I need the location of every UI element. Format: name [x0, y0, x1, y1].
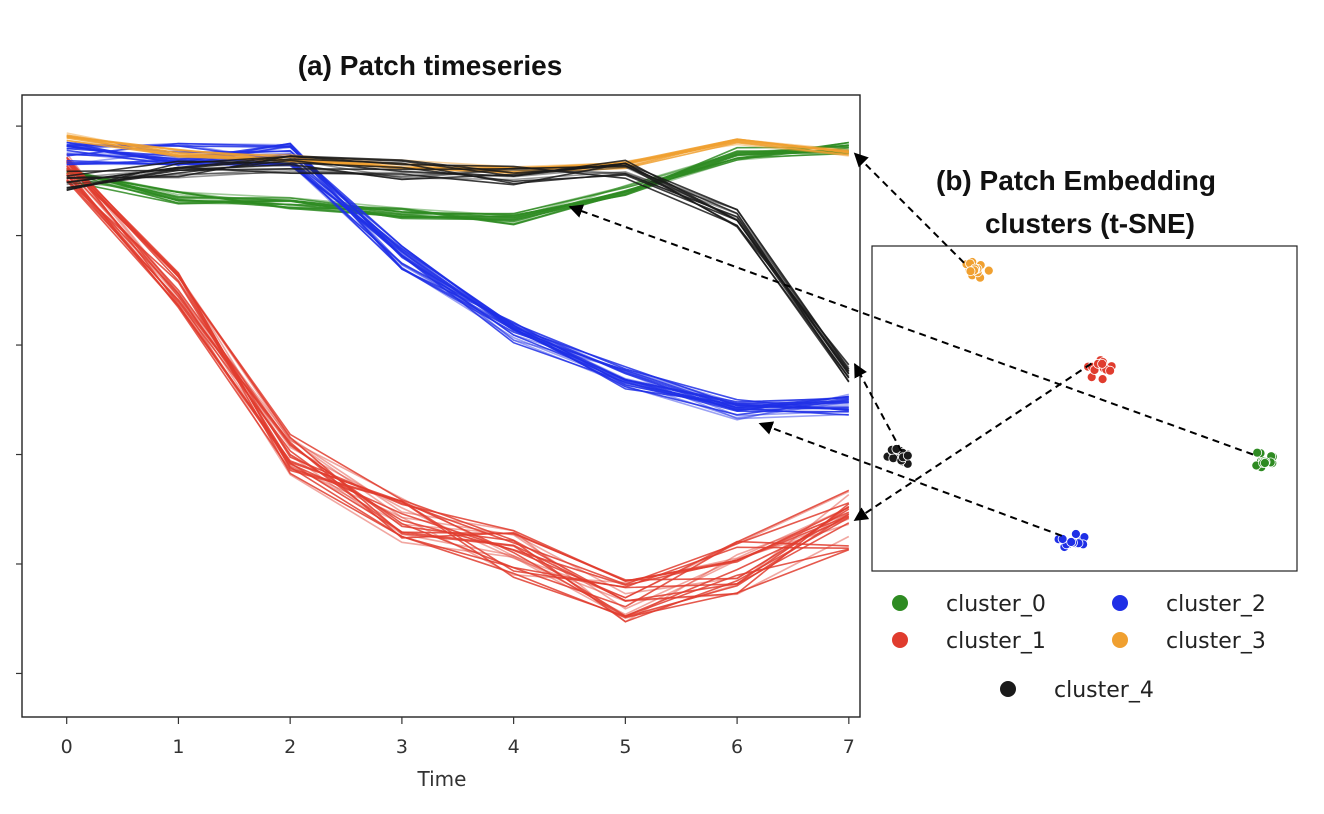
series-line-cluster_2	[66, 141, 849, 412]
series-line-cluster_4	[66, 162, 850, 379]
series-line-cluster_2	[66, 141, 849, 416]
line-chart-frame	[21, 94, 861, 718]
x-tick-label: 5	[619, 736, 631, 758]
scatter-point	[902, 450, 913, 461]
legend-label-cluster_1: cluster_1	[946, 629, 1046, 654]
series-line-cluster_2	[66, 143, 849, 411]
series-line-cluster_0	[66, 144, 849, 225]
series-cluster_1	[66, 153, 850, 623]
scatter-point	[1097, 374, 1108, 385]
series-line-cluster_1	[66, 158, 850, 623]
line-chart-ticks: 0 1 2 3 4 5 6 7	[16, 125, 855, 758]
series-cluster_4	[66, 155, 850, 383]
series-cluster_0	[66, 141, 849, 226]
scatter-point	[888, 453, 899, 464]
series-line-cluster_3	[66, 134, 849, 168]
series-line-cluster_0	[66, 144, 849, 219]
x-tick-label: 0	[61, 736, 73, 758]
series-line-cluster_1	[66, 172, 850, 581]
x-tick-label: 3	[396, 736, 408, 758]
line-chart-title: (a) Patch timeseries	[298, 50, 563, 81]
legend-marker-cluster_0	[892, 595, 908, 611]
legend-marker-cluster_4	[1000, 681, 1016, 697]
arrow-cluster_1	[853, 362, 1093, 522]
legend-marker-cluster_1	[892, 632, 908, 648]
series-line-cluster_1	[66, 169, 849, 588]
series-line-cluster_1	[66, 167, 850, 623]
legend: cluster_0 cluster_1 cluster_2 cluster_3clus…	[892, 592, 1266, 703]
x-tick-label: 6	[731, 736, 743, 758]
x-tick-label: 4	[508, 736, 520, 758]
scatter-point	[965, 266, 976, 277]
scatter-title-line-1: (b) Patch Embedding	[936, 165, 1216, 196]
series-line-cluster_2	[66, 142, 849, 403]
series-line-cluster_4	[66, 155, 850, 366]
series-line-cluster_2	[66, 145, 849, 416]
series-line-cluster_1	[66, 157, 849, 618]
legend-label-cluster_4: cluster_4	[1054, 678, 1154, 703]
arrow-cluster_4	[853, 362, 903, 452]
scatter-point	[1105, 365, 1115, 376]
scatter-cluster-cluster_2	[1053, 529, 1090, 552]
x-tick-label: 1	[172, 736, 184, 758]
x-axis-label: Time	[417, 767, 467, 791]
series-line-cluster_1	[66, 179, 850, 602]
series-line-cluster_4	[66, 167, 850, 373]
scatter-point	[1066, 537, 1077, 547]
series-line-cluster_4	[66, 155, 850, 382]
series-line-cluster_1	[66, 168, 850, 610]
series-line-cluster_2	[66, 142, 849, 405]
legend-label-cluster_0: cluster_0	[946, 592, 1046, 617]
cluster-arrows	[568, 152, 1254, 537]
series-line-cluster_1	[66, 178, 850, 582]
scatter-point	[1260, 458, 1270, 468]
scatter-cluster-cluster_4	[882, 444, 913, 469]
series-line-cluster_1	[66, 164, 850, 617]
series-line-cluster_2	[66, 149, 849, 409]
legend-label-cluster_2: cluster_2	[1166, 592, 1266, 617]
series-line-cluster_2	[66, 142, 849, 409]
scatter-point	[1252, 447, 1263, 458]
arrow-cluster_0	[568, 204, 1254, 456]
series-line-cluster_4	[66, 155, 850, 370]
series-line-cluster_2	[66, 147, 849, 407]
series-line-cluster_1	[66, 165, 850, 589]
scatter-point	[1071, 529, 1081, 539]
scatter-cluster-cluster_0	[1251, 447, 1278, 473]
scatter-cluster-cluster_1	[1083, 355, 1117, 385]
scatter-point	[1097, 358, 1107, 369]
scatter-clusters	[882, 257, 1278, 552]
x-tick-label: 2	[284, 736, 296, 758]
legend-marker-cluster_2	[1112, 595, 1128, 611]
series-line-cluster_4	[66, 158, 850, 370]
series-line-cluster_1	[66, 174, 850, 586]
arrow-cluster_2	[758, 421, 1063, 537]
scatter-point	[1057, 534, 1068, 544]
series-line-cluster_1	[66, 161, 850, 599]
x-tick-label: 7	[843, 736, 855, 758]
legend-marker-cluster_3	[1112, 632, 1128, 648]
series-line-cluster_0	[66, 141, 849, 226]
series-line-cluster_2	[66, 145, 849, 411]
scatter-frame	[871, 245, 1298, 572]
series-line-cluster_1	[66, 159, 850, 618]
scatter-cluster-cluster_3	[961, 257, 994, 283]
series-line-cluster_2	[66, 145, 849, 411]
scatter-title-line-2: clusters (t-SNE)	[985, 208, 1195, 239]
series-line-cluster_2	[66, 146, 849, 411]
scatter-point	[983, 265, 994, 276]
legend-label-cluster_3: cluster_3	[1166, 629, 1266, 654]
series-line-cluster_2	[66, 143, 849, 405]
arrow-cluster_3	[853, 152, 965, 264]
line-chart-series	[66, 132, 850, 623]
series-line-cluster_3	[66, 137, 849, 174]
series-line-cluster_2	[66, 159, 849, 409]
